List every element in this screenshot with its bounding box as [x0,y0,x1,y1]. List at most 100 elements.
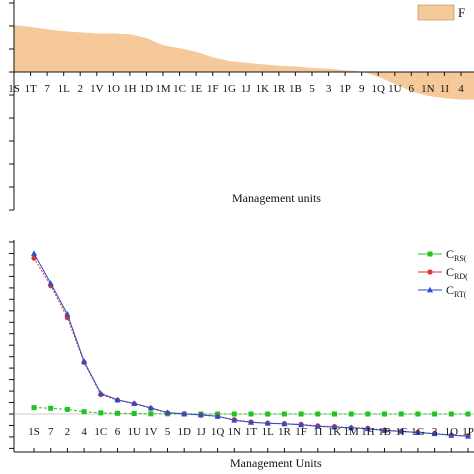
legend-marker-circle [427,269,433,275]
bottom-x-tick-label: 1K [328,426,342,438]
bottom-x-tick-label: 2 [65,426,71,438]
legend-marker-square [427,251,433,257]
bottom-x-tick-label: 5 [165,426,171,438]
data-point-square [148,411,154,417]
top-x-tick-label: 1H [123,83,137,95]
bottom-x-tick-label: 7 [48,426,54,438]
top-area-series [14,25,474,100]
legend-label-square: CRS( [446,247,467,263]
data-point-square [115,410,120,416]
data-point-square [31,405,37,411]
top-x-tick-label: 5 [309,83,315,95]
data-point-triangle [97,390,104,396]
data-point-triangle [231,417,238,423]
data-point-square [98,410,104,416]
data-point-square [81,409,87,415]
data-point-triangle [431,430,438,437]
data-point-triangle [181,410,188,417]
data-point-triangle [131,400,138,406]
bottom-x-tick-label: 1F [395,426,407,438]
data-point-square [332,411,337,417]
bottom-x-tick-label: 1B [378,426,391,438]
top-x-tick-label: 1C [173,83,186,95]
legend-marker-triangle [427,286,433,293]
top-x-tick-label: 1Q [371,83,385,95]
top-x-tick-label: 3 [326,83,332,95]
data-point-triangle [264,420,271,426]
top-x-tick-label: 1K [256,83,270,95]
bottom-x-tick-label: 1R [278,426,292,438]
data-point-triangle [47,280,54,286]
data-point-square [348,411,354,417]
bottom-x-tick-label: 3 [432,426,438,438]
data-point-triangle [114,396,121,403]
top-x-tick-label: 1G [222,83,236,95]
bottom-x-tick-label: 1C [94,426,107,438]
top-x-tick-label: 1J [241,83,252,95]
data-point-square [315,411,321,417]
data-point-square [131,411,137,416]
top-x-tick-label: 1O [107,83,121,95]
bottom-x-tick-label: 1I [313,426,323,438]
data-point-triangle [398,428,405,434]
bottom-x-tick-label: 1M [344,426,360,438]
top-x-tick-label: 1F [207,83,219,95]
bottom-x-tick-label: 1V [144,426,158,438]
data-point-triangle [147,404,154,411]
bottom-x-tick-label: 1O [445,426,459,438]
data-point-triangle [64,311,71,317]
top-x-tick-label: 1D [140,83,154,95]
data-point-square [231,411,237,417]
data-point-square [298,411,304,417]
data-point-triangle [248,419,254,425]
data-point-triangle [448,432,455,438]
bottom-x-tick-label: 1Q [211,426,225,438]
data-point-square [432,411,438,417]
series-triangle [31,250,471,439]
bottom-x-tick-label: 6 [115,426,121,438]
top-x-tick-label: 1L [58,83,71,95]
bottom-x-tick-label: 1G [411,426,425,438]
top-x-tick-label: 1U [388,83,402,95]
bottom-x-axis-title: Management Units [230,456,322,470]
legend-label-circle: CRD( [446,265,468,281]
data-point-triangle [314,423,321,429]
top-x-tick-label: 9 [359,83,365,95]
bottom-x-tick-label: 1P [462,426,474,438]
top-x-tick-label: 1S [8,83,20,95]
top-x-tick-label: 4 [458,83,464,95]
top-x-tick-label: 1P [339,83,351,95]
top-x-tick-label: 6 [409,83,415,95]
data-point-triangle [331,423,338,430]
data-point-triangle [414,429,421,435]
data-point-triangle [364,425,371,432]
data-point-triangle [381,427,388,433]
data-point-square [281,411,287,417]
bottom-line-chart: 1S 7 2 4 1C 6 1U 1V 5 1D 1J 1Q 1N 1T 1L 1R 1F 1I 1K 1M 1H 1B 1… [9,240,474,470]
top-legend-swatch [417,4,455,21]
data-point-square [382,411,387,417]
bottom-x-tick-label: 1L [262,426,275,438]
bottom-x-tick-label: 1S [28,426,40,438]
bottom-x-tick-label: 1N [228,426,242,438]
bottom-x-tick-label: 1U [127,426,141,438]
data-point-triangle [465,433,471,439]
data-point-triangle [164,409,171,415]
bottom-x-tick-label: 1F [295,426,307,438]
bottom-x-tick-label: 1J [196,426,207,438]
data-point-square [415,411,421,417]
data-point-triangle [298,421,305,428]
top-x-tick-label: 1R [272,83,286,95]
data-point-triangle [197,411,204,418]
data-point-square [365,411,371,417]
top-x-tick-label: 7 [44,83,50,95]
top-legend-label: F [458,5,465,20]
top-x-tick-label: 1M [155,83,171,95]
data-point-triangle [81,358,88,364]
bottom-x-tick-label: 4 [81,426,87,438]
top-x-tick-label: 1T [24,83,37,95]
top-x-tick-label: 1I [440,83,450,95]
top-x-tick-label: 1B [289,83,302,95]
data-point-square [465,411,471,417]
